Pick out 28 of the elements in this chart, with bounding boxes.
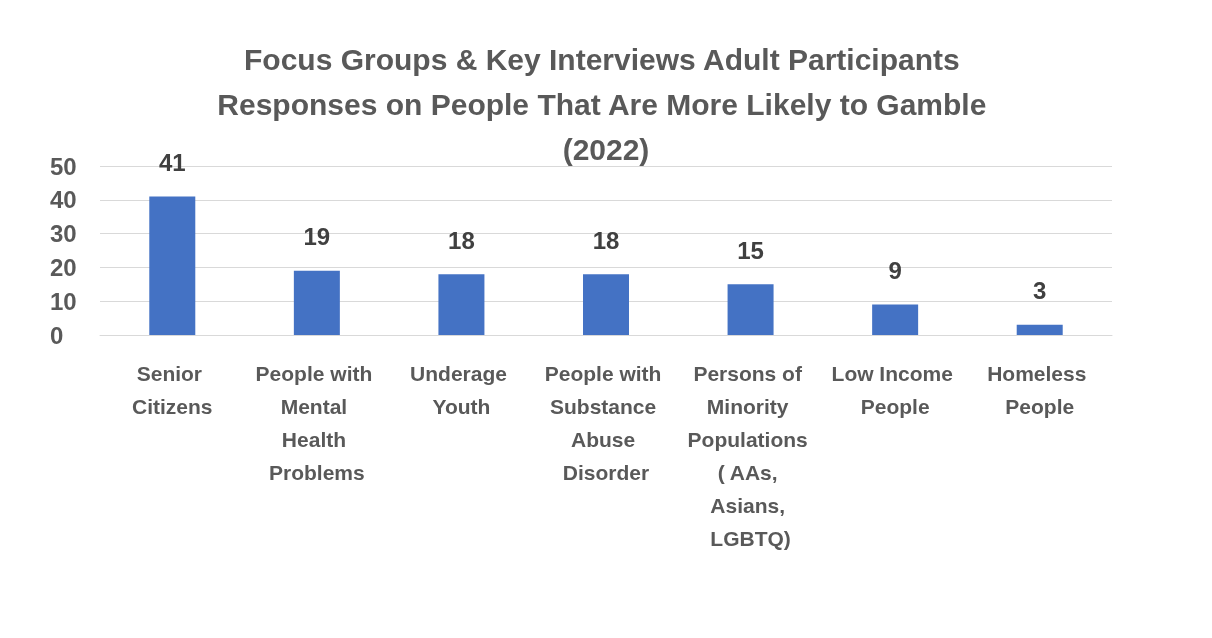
y-tick-label: 50 bbox=[50, 152, 77, 180]
bar bbox=[583, 274, 629, 335]
x-tick-label: People with Mental Health Problems bbox=[255, 362, 379, 484]
data-label: 41 bbox=[158, 148, 186, 176]
data-label: 18 bbox=[592, 226, 620, 254]
bar bbox=[149, 196, 196, 335]
chart-title: Focus Groups & Key Interviews Adult Participants Responses on People That Are More Likely to Gamble (2022) bbox=[217, 43, 995, 166]
data-label: 9 bbox=[888, 257, 902, 285]
x-tick-label: Homeless People bbox=[987, 362, 1093, 418]
data-label: 18 bbox=[448, 226, 475, 254]
x-tick-label: Underage Youth bbox=[410, 362, 513, 418]
data-label: 19 bbox=[303, 223, 331, 251]
y-tick-label: 10 bbox=[50, 287, 77, 315]
y-tick-label: 0 bbox=[50, 321, 64, 349]
x-tick-label: Senior Citizens bbox=[132, 362, 213, 418]
y-tick-label: 20 bbox=[50, 253, 77, 281]
y-tick-label: 30 bbox=[50, 220, 77, 248]
bar bbox=[1016, 324, 1063, 335]
bar bbox=[438, 274, 485, 335]
bar bbox=[872, 304, 919, 335]
x-tick-label: Low Income People bbox=[831, 362, 959, 418]
x-tick-label: People with Substance Abuse Disorder bbox=[544, 362, 668, 484]
y-tick-label: 40 bbox=[50, 186, 77, 214]
bar bbox=[727, 284, 774, 335]
data-label: 3 bbox=[1033, 277, 1047, 305]
bar bbox=[293, 270, 340, 335]
x-tick-label: Persons of Minority Populations ( AAs, Asians, LGBTQ) bbox=[687, 362, 814, 550]
data-label: 15 bbox=[737, 236, 764, 264]
